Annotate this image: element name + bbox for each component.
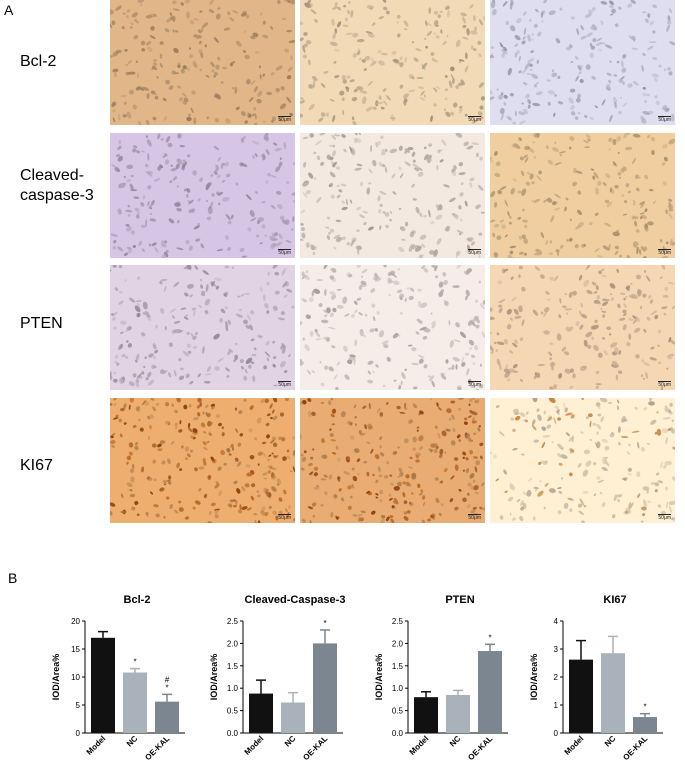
chart-title: PTEN xyxy=(445,594,474,606)
micrograph-0-1: 50μm xyxy=(300,0,485,125)
significance-marker: * xyxy=(165,683,168,692)
chart-cleaved-caspase3: Cleaved-Caspase-3 IOD/Area% 0.0 0.5 1.0 1.5 2.… xyxy=(205,585,365,770)
bar-model xyxy=(414,697,438,733)
y-tick-label: 0 xyxy=(554,729,559,738)
y-tick-label: 15 xyxy=(71,645,80,654)
row-label-ki67: KI67 xyxy=(20,457,53,474)
x-category-label: Model xyxy=(563,734,586,757)
y-axis-label: IOD/Area% xyxy=(374,654,384,701)
x-category-label: NC xyxy=(283,734,298,749)
scale-bar-label: 50μm xyxy=(658,514,671,521)
y-tick-label: 3 xyxy=(554,645,559,654)
scale-bar-label: 50μm xyxy=(468,249,481,256)
row-label-cleaved-caspase3: Cleaved- caspase-3 xyxy=(20,167,94,204)
x-category-label: Model xyxy=(85,734,108,757)
x-category-label: OE-KAL xyxy=(621,734,649,762)
chart-ki67: KI67 IOD/Area% 0 1 2 3 4 Model NC * OE-KAL xyxy=(525,585,680,770)
scale-bar-label: 50μm xyxy=(278,116,291,123)
x-category-label: NC xyxy=(448,734,463,749)
chart-title: KI67 xyxy=(603,594,626,606)
y-axis-label: IOD/Area% xyxy=(209,654,219,701)
significance-marker: * xyxy=(323,619,326,628)
y-axis-label: IOD/Area% xyxy=(51,654,61,701)
micrograph-1-1: 50μm xyxy=(300,133,485,258)
y-tick-label: 0.5 xyxy=(392,707,404,716)
panel-label-b: B xyxy=(8,570,18,586)
micrograph-0-0: 50μm xyxy=(110,0,295,125)
row-label-pten: PTEN xyxy=(20,315,63,332)
chart-bcl2: Bcl-2 IOD/Area% 0 5 10 15 20 Model * NC # * OE-KAL xyxy=(51,585,205,770)
x-category-label: OE-KAL xyxy=(466,734,494,762)
micrograph-1-0: 50μm xyxy=(110,133,295,258)
scale-bar-label: 50μm xyxy=(658,249,671,256)
bar-model xyxy=(91,637,115,733)
y-tick-label: 0.5 xyxy=(227,707,239,716)
y-tick-label: 0.0 xyxy=(227,729,239,738)
bar-nc xyxy=(601,653,625,733)
significance-marker: * xyxy=(643,703,646,712)
scale-bar-label: 50μm xyxy=(278,249,291,256)
bar-model xyxy=(249,693,273,733)
bar-nc xyxy=(123,672,147,733)
scale-bar-label: 50μm xyxy=(468,381,481,388)
scale-bar-label: 50μm xyxy=(658,381,671,388)
y-tick-label: 1.0 xyxy=(227,684,239,693)
bar-oe-kal xyxy=(478,651,502,733)
y-tick-label: 0 xyxy=(76,729,81,738)
significance-marker: * xyxy=(133,658,136,667)
x-category-label: NC xyxy=(125,734,140,749)
scale-bar-label: 50μm xyxy=(658,116,671,123)
y-tick-label: 0.0 xyxy=(392,729,404,738)
x-category-label: Model xyxy=(243,734,266,757)
y-tick-label: 2 xyxy=(554,673,559,682)
y-tick-label: 2.0 xyxy=(227,639,239,648)
bar-oe-kal xyxy=(633,717,657,733)
micrograph-2-2: 50μm xyxy=(490,265,675,390)
x-category-label: Model xyxy=(408,734,431,757)
chart-title: Cleaved-Caspase-3 xyxy=(245,594,346,606)
x-category-label: NC xyxy=(603,734,618,749)
scale-bar-label: 50μm xyxy=(278,514,291,521)
scale-bar-label: 50μm xyxy=(468,116,481,123)
micrograph-2-1: 50μm xyxy=(300,265,485,390)
x-category-label: OE-KAL xyxy=(143,734,171,762)
micrograph-2-0: 50μm xyxy=(110,265,295,390)
micrograph-1-2: 50μm xyxy=(490,133,675,258)
y-tick-label: 1.0 xyxy=(392,684,404,693)
chart-title: Bcl-2 xyxy=(124,594,151,606)
y-tick-label: 2.0 xyxy=(392,639,404,648)
bar-nc xyxy=(281,702,305,733)
significance-marker: # xyxy=(165,675,170,684)
scale-bar-label: 50μm xyxy=(278,381,291,388)
panel-label-a: A xyxy=(4,2,14,18)
y-tick-label: 1.5 xyxy=(392,662,404,671)
micrograph-3-2: 50μm xyxy=(490,398,675,523)
chart-pten: PTEN IOD/Area% 0.0 0.5 1.0 1.5 2.0 2.5 Model NC * O… xyxy=(370,585,520,770)
bar-oe-kal xyxy=(313,643,337,733)
scale-bar-label: 50μm xyxy=(468,514,481,521)
y-tick-label: 2.5 xyxy=(227,617,239,626)
y-tick-label: 1.5 xyxy=(227,662,239,671)
y-tick-label: 20 xyxy=(71,617,80,626)
bar-nc xyxy=(446,694,470,733)
bar-oe-kal xyxy=(155,701,179,733)
y-tick-label: 10 xyxy=(71,673,80,682)
bar-model xyxy=(569,659,593,733)
y-tick-label: 1 xyxy=(554,701,559,710)
y-tick-label: 5 xyxy=(76,701,81,710)
micrograph-3-0: 50μm xyxy=(110,398,295,523)
micrograph-0-2: 50μm xyxy=(490,0,675,125)
micrograph-3-1: 50μm xyxy=(300,398,485,523)
significance-marker: * xyxy=(488,633,491,642)
y-tick-label: 4 xyxy=(554,617,559,626)
y-axis-label: IOD/Area% xyxy=(529,654,539,701)
x-category-label: OE-KAL xyxy=(301,734,329,762)
row-label-bcl2: Bcl-2 xyxy=(20,53,57,70)
y-tick-label: 2.5 xyxy=(392,617,404,626)
